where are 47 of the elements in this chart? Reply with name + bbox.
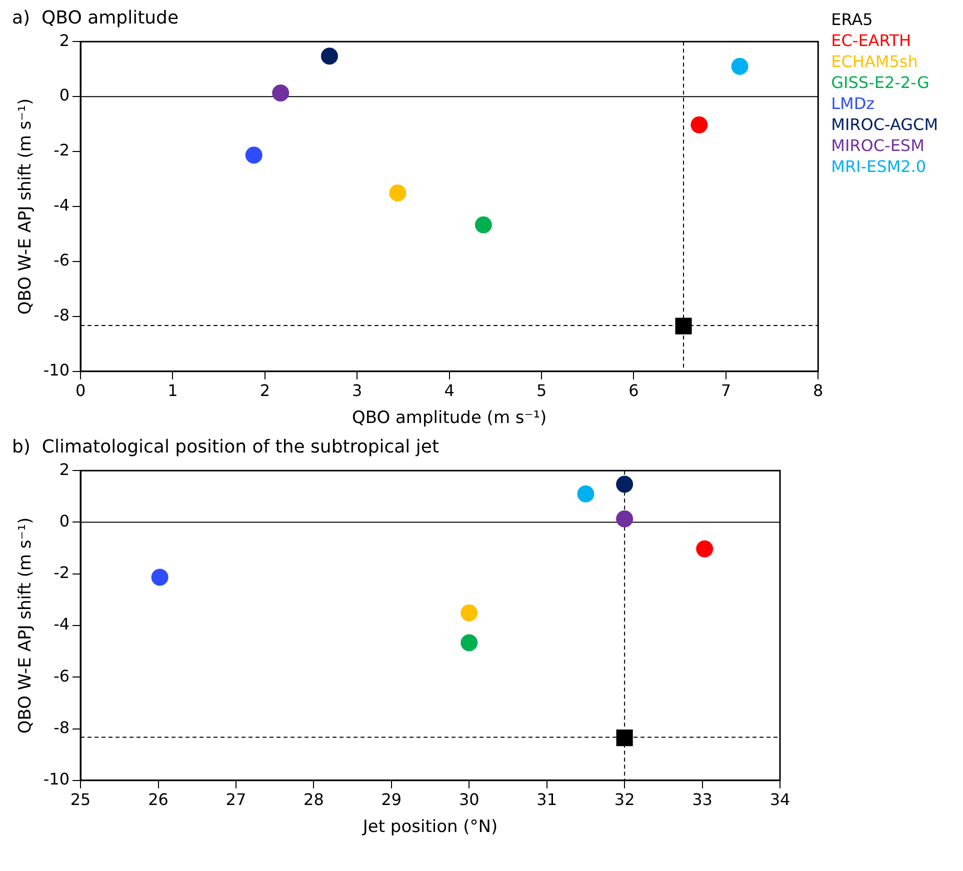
x-tick-label: 33: [692, 790, 712, 810]
x-tick-label: 31: [536, 790, 558, 810]
x-tick-label: 8: [813, 381, 824, 400]
x-tick-label: 4: [444, 381, 454, 400]
y-tick-label: 2: [59, 30, 70, 50]
x-tick-label: 7: [720, 381, 732, 400]
text: MIROC-AGCM: [831, 115, 938, 134]
y-tick-label: 0: [59, 86, 70, 105]
x-tick-label: 32: [614, 790, 635, 810]
x-tick-label: 0: [75, 381, 86, 400]
x-tick-label: 29: [381, 790, 402, 810]
text: LMDz: [831, 94, 875, 114]
x-tick-label: 5: [536, 381, 547, 400]
chart-title: a) QBO amplitude: [12, 7, 179, 28]
x-tick-label: 28: [304, 790, 324, 810]
x-tick-label: 27: [226, 790, 246, 810]
x-tick-label: 30: [458, 790, 480, 810]
text: EC-EARTH: [831, 31, 912, 50]
text: MIROC-ESM: [831, 136, 924, 156]
x-tick-label: 26: [148, 790, 168, 810]
x-axis-title: QBO amplitude (m s⁻¹): [352, 408, 547, 428]
y-tick-label: 2: [59, 460, 70, 479]
y-tick-label: -6: [54, 250, 70, 270]
y-tick-label: -10: [43, 770, 70, 789]
x-tick-label: 6: [628, 381, 639, 400]
y-tick-label: -2: [54, 140, 70, 160]
y-tick-label: -4: [54, 196, 70, 215]
text: ECHAM5sh: [831, 52, 918, 72]
y-tick-label: -8: [54, 718, 70, 737]
text: GISS-E2-2-G: [831, 73, 930, 92]
x-tick-label: 34: [770, 790, 790, 810]
chart-title: b) Climatological position of the subtropical jet: [12, 436, 440, 458]
y-tick-label: -8: [54, 306, 70, 325]
x-tick-label: 3: [352, 381, 362, 400]
text: MRI-ESM2.0: [831, 157, 926, 176]
y-tick-label: 0: [59, 511, 70, 530]
x-tick-label: 25: [70, 790, 91, 810]
x-axis-title: Jet position (°N): [362, 817, 498, 838]
y-tick-label: -4: [54, 614, 70, 634]
y-tick-label: -2: [54, 563, 70, 582]
text: ERA5: [831, 10, 873, 30]
y-tick-label: -6: [54, 666, 70, 686]
y-axis-title: QBO W-E APJ shift (m s⁻¹): [16, 98, 36, 315]
y-axis-title: QBO W-E APJ shift (m s⁻¹): [16, 517, 36, 734]
y-tick-label: -10: [43, 360, 70, 380]
x-tick-label: 2: [260, 381, 270, 400]
x-tick-label: 1: [168, 381, 178, 400]
